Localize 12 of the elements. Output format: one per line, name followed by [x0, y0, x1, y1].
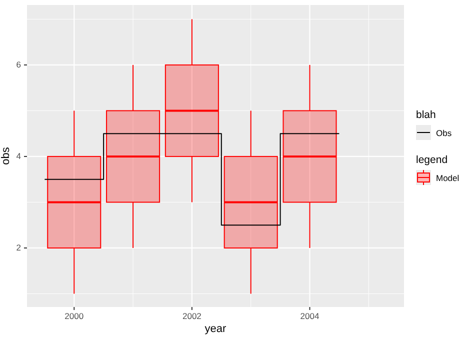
- legend-label: Obs: [436, 128, 452, 138]
- text: legend: [416, 154, 448, 166]
- x-axis-title: year: [204, 323, 227, 335]
- y-tick-label: 6: [16, 60, 22, 70]
- x-tick-label: 2004: [300, 311, 320, 322]
- legend-title: blah: [416, 109, 436, 121]
- y-axis-title: obs: [0, 146, 12, 165]
- y-tick-label: 2: [16, 242, 22, 253]
- y-tick-label: 4: [16, 151, 22, 162]
- legend-label: Model: [436, 173, 460, 183]
- x-tick-label: 2000: [64, 311, 84, 322]
- x-tick-label: 2002: [182, 311, 202, 322]
